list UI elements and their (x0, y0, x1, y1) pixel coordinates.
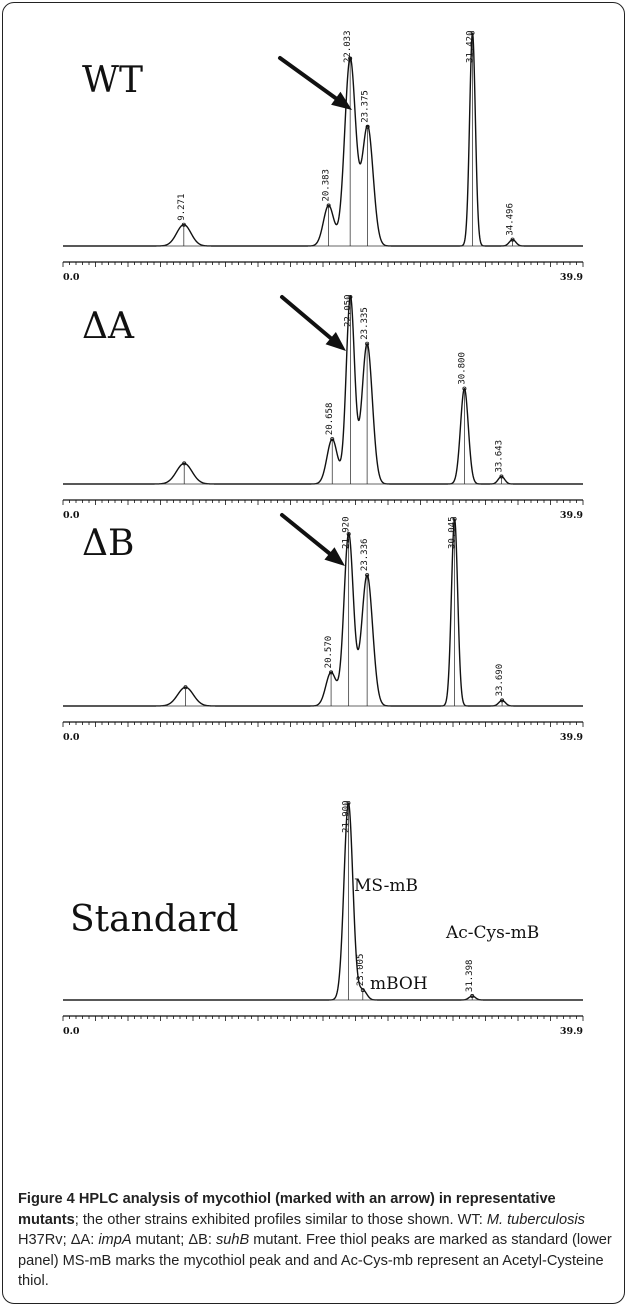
hplc-chromatograms: WT 9.271 20.383 22.033 23.375 31.420 34.496 0.0… (62, 30, 584, 1037)
figure-caption: Figure 4 HPLC analysis of mycothiol (mar… (18, 1189, 614, 1292)
mycothiol-arrow-head (325, 331, 346, 351)
peak-apex (499, 474, 504, 479)
peak-rt-label: 31.420 (465, 30, 475, 63)
axis-end-label: 39.9 (560, 510, 584, 521)
peak-rt-label: 20.570 (324, 636, 334, 669)
axis-start-label: 0.0 (63, 510, 80, 521)
peak-rt-label: 33.690 (495, 664, 505, 697)
axis-end-label: 39.9 (560, 272, 584, 283)
peak-apex (365, 573, 370, 578)
peak-apex (181, 222, 186, 227)
panel-title: Standard (70, 899, 239, 940)
peak-apex (326, 203, 331, 208)
peak-rt-label: 20.383 (322, 169, 332, 202)
peak-name-label: MS-mB (354, 876, 418, 896)
peak-rt-label: 30.045 (448, 516, 458, 549)
peak-apex (346, 801, 351, 806)
mycothiol-arrow (280, 295, 333, 341)
chromatogram-panel-wt: WT 9.271 20.383 22.033 23.375 31.420 34.496 0.0… (62, 30, 584, 283)
chromatogram-panel-a: ΔA 20.658 22.050 23.335 30.800 33.643 0.0 39.9 (62, 294, 584, 521)
peak-apex (330, 437, 335, 442)
chromatogram-panel-b: ΔB 20.570 21.920 23.336 30.045 33.690 0.0 39.9 (62, 513, 584, 743)
caption-title: Figure 4 HPLC analysis of mycothiol (mar… (18, 1191, 556, 1228)
peak-apex (183, 685, 188, 690)
caption-species: M. tuberculosis (486, 1211, 585, 1228)
caption-text-1: ; the other strains exhibited profiles s… (74, 1211, 487, 1228)
axis-end-label: 39.9 (560, 1026, 584, 1037)
peak-apex (510, 237, 515, 242)
panel-title: ΔB (82, 523, 134, 564)
panel-title: WT (82, 60, 143, 101)
peak-rt-label: 9.271 (177, 194, 187, 221)
peak-apex (182, 461, 187, 466)
peak-apex (365, 124, 370, 129)
peak-rt-label: 21.920 (342, 516, 352, 549)
mycothiol-arrow-head (331, 91, 352, 110)
peak-rt-label: 31.398 (465, 960, 475, 993)
axis-start-label: 0.0 (63, 1026, 80, 1037)
peak-apex (348, 294, 353, 299)
peak-apex (470, 30, 475, 35)
peak-rt-label: 33.643 (494, 440, 504, 473)
peak-rt-label: 22.033 (343, 30, 353, 63)
peak-rt-label: 23.005 (356, 954, 366, 987)
peak-rt-label: 22.050 (343, 294, 353, 327)
peak-apex (365, 341, 370, 346)
mycothiol-arrow (280, 513, 332, 556)
peak-apex (452, 517, 457, 522)
caption-gene-suhb: suhB (215, 1232, 250, 1248)
peak-apex (329, 670, 334, 675)
axis-end-label: 39.9 (560, 732, 584, 743)
peak-apex (360, 988, 365, 993)
peak-name-label: mBOH (370, 974, 428, 994)
caption-text-2: H37Rv; ΔA: (18, 1232, 99, 1248)
axis-start-label: 0.0 (63, 272, 80, 283)
caption-text-4: mutant. Free thiol peaks are marked as s… (18, 1232, 612, 1289)
peak-apex (470, 994, 475, 999)
peak-rt-label: 21.900 (341, 800, 351, 833)
caption-gene-impa: impA (98, 1232, 132, 1248)
peak-rt-label: 23.336 (360, 539, 370, 572)
mycothiol-arrow-head (324, 547, 345, 566)
peak-rt-label: 23.375 (361, 90, 371, 123)
peak-apex (462, 386, 467, 391)
caption-text-3: mutant; ΔB: (131, 1232, 216, 1248)
peak-rt-label: 23.335 (360, 307, 370, 340)
axis-start-label: 0.0 (63, 732, 80, 743)
peak-apex (500, 698, 505, 703)
peak-apex (346, 531, 351, 536)
panel-title: ΔA (82, 306, 135, 347)
peak-name-label: Ac-Cys-mB (445, 923, 539, 943)
peak-rt-label: 30.800 (457, 352, 467, 385)
peak-apex (348, 56, 353, 61)
mycothiol-arrow (278, 56, 338, 101)
chromatogram-panel-standard: Standard 21.900 23.005 31.398 0.0 39.9 MS-mB mB… (62, 800, 584, 1037)
peak-rt-label: 34.496 (506, 203, 516, 236)
chromatogram-trace (62, 295, 584, 485)
peak-rt-label: 20.658 (325, 403, 335, 436)
